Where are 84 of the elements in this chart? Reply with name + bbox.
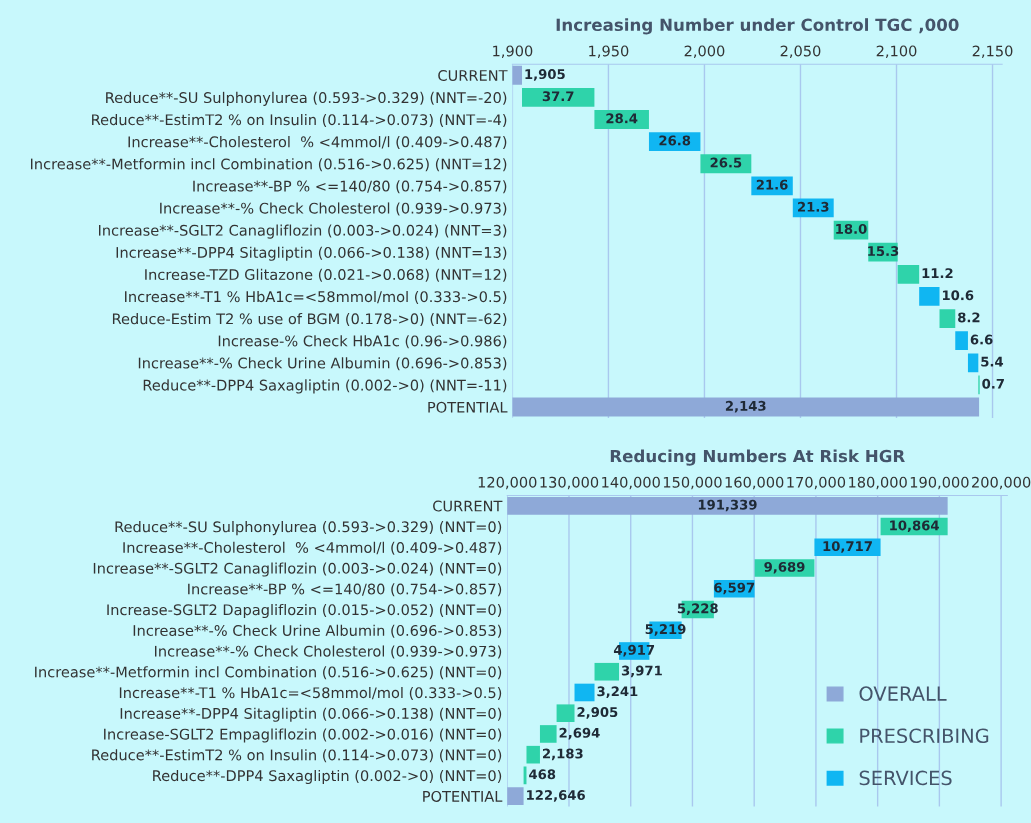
data-label: 6,597 xyxy=(714,582,755,595)
data-label: 21.3 xyxy=(798,201,829,212)
data-label: 26.5 xyxy=(710,157,742,168)
x-tick-label: 180,000 xyxy=(849,476,907,490)
data-label: 3,241 xyxy=(597,686,638,698)
y-tick-label: Reduce**-DPP4 Saxagliptin (0.002->0) (NNT=0) xyxy=(153,769,502,784)
y-tick-label: Increase**-% Check Cholesterol (0.939->0.973) xyxy=(154,645,502,659)
bar xyxy=(594,662,620,681)
y-tick-label: Reduce-Estim T2 % use of BGM (0.178->0) (NNT=-62) xyxy=(112,313,507,327)
data-label: 1,905 xyxy=(525,69,565,81)
data-label: 5.4 xyxy=(981,356,1004,367)
x-tick-label: 150,000 xyxy=(663,476,722,490)
x-tick-label: 2,050 xyxy=(780,45,821,58)
y-tick-label: Increase**-% Check Urine Albumin (0.696->0.853) xyxy=(138,357,507,371)
data-label: 10,864 xyxy=(890,520,939,533)
y-tick-label: Increase**-BP % <=140/80 (0.754->0.857) xyxy=(188,583,502,597)
x-tick-label: 190,000 xyxy=(910,476,969,490)
y-tick-label: Increase-SGLT2 Empagliflozin (0.002->0.016) (NNT=0) xyxy=(104,728,502,743)
y-tick-label: Increase**-SGLT2 Canagliflozin (0.003->0.024) (NNT=0) xyxy=(93,562,502,577)
y-tick-label: CURRENT xyxy=(438,69,508,81)
y-tick-label: Increase**-Metformin incl Combination (0.516->0.625) (NNT=12) xyxy=(30,158,507,172)
y-tick-label: Increase**-Cholesterol % <4mmol/l (0.409->0.487) xyxy=(123,541,502,555)
y-tick-label: Reduce**-SU Sulphonylurea (0.593->0.329) (NNT=0) xyxy=(115,521,502,536)
data-label: 10,717 xyxy=(823,541,872,553)
y-tick-label: Reduce**-EstimT2 % on Insulin (0.114->0.073) (NNT=-4) xyxy=(92,113,507,127)
data-label: 2,905 xyxy=(577,707,618,719)
y-tick-label: Increase-% Check HbA1c (0.96->0.986) xyxy=(218,335,507,349)
y-tick-label: Increase**-DPP4 Sitagliptin (0.066->0.138) (NNT=13) xyxy=(116,246,507,261)
bar xyxy=(574,683,595,702)
y-tick-label: CURRENT xyxy=(433,500,503,512)
data-label: 18.0 xyxy=(836,223,867,234)
x-tick-label: 2,000 xyxy=(684,45,725,58)
data-label: 2,183 xyxy=(543,748,583,761)
data-label: 2,143 xyxy=(725,400,766,413)
y-tick-label: Increase**-T1 % HbA1c=<58mmol/mol (0.333->0.5) xyxy=(125,290,507,304)
x-tick-label: 2,100 xyxy=(876,45,917,58)
data-label: 3,971 xyxy=(621,665,662,678)
y-tick-label: Increase**-% Check Cholesterol (0.939->0.973) xyxy=(160,202,507,216)
x-tick-label: 170,000 xyxy=(787,476,846,490)
y-tick-label: Increase**-Metformin incl Combination (0.516->0.625) (NNT=0) xyxy=(35,666,502,680)
data-label: 6.6 xyxy=(970,334,993,345)
legend-label: OVERALL xyxy=(859,686,947,701)
chart-title: Increasing Number under Control TGC ,000 xyxy=(556,18,959,35)
y-tick-label: POTENTIAL xyxy=(423,790,503,802)
data-label: 11.2 xyxy=(922,268,953,278)
data-label: 37.7 xyxy=(542,91,574,102)
data-label: 9,689 xyxy=(764,561,805,574)
y-tick-label: Increase**-DPP4 Sitagliptin (0.066->0.138) (NNT=0) xyxy=(120,707,502,722)
y-tick-label: Reduce**-SU Sulphonylurea (0.593->0.329) (NNT=-20) xyxy=(106,91,507,106)
data-label: 15.3 xyxy=(868,246,899,257)
y-tick-label: Increase**-T1 % HbA1c=<58mmol/mol (0.333->0.5) xyxy=(119,686,502,700)
data-label: 28.4 xyxy=(606,113,638,124)
y-tick-label: Reduce**-EstimT2 % on Insulin (0.114->0.073) (NNT=0) xyxy=(92,749,502,763)
x-tick-label: 130,000 xyxy=(540,476,599,490)
data-label: 191,339 xyxy=(698,499,757,512)
data-label: 8.2 xyxy=(958,312,980,323)
chart-title: Reducing Numbers At Risk HGR xyxy=(610,449,905,466)
y-tick-label: Increase**-BP % <=140/80 (0.754->0.857) xyxy=(193,180,507,194)
x-tick-label: 160,000 xyxy=(725,476,784,490)
bar xyxy=(539,725,557,743)
x-tick-label: 1,900 xyxy=(493,45,533,58)
data-label: 468 xyxy=(529,769,556,780)
data-label: 122,646 xyxy=(527,790,585,802)
data-label: 2,694 xyxy=(559,727,600,740)
x-tick-label: 200,000 xyxy=(972,476,1031,490)
y-tick-label: Increase-SGLT2 Dapagliflozin (0.015->0.052) (NNT=0) xyxy=(107,603,502,619)
data-label: 0.7 xyxy=(982,378,1004,389)
data-label: 21.6 xyxy=(756,179,788,190)
x-tick-label: 2,150 xyxy=(972,45,1013,58)
x-tick-label: 140,000 xyxy=(602,476,660,490)
data-label: 26.8 xyxy=(659,135,691,146)
y-tick-label: Increase**-Cholesterol % <4mmol/l (0.409->0.487) xyxy=(128,136,507,150)
y-tick-label: Increase**-% Check Urine Albumin (0.696->0.853) xyxy=(133,624,502,638)
data-label: 10.6 xyxy=(942,290,974,301)
y-tick-label: Increase-TZD Glitazone (0.021->0.068) (NNT=12) xyxy=(145,268,507,282)
legend-label: SERVICES xyxy=(859,770,952,786)
legend-label: PRESCRIBING xyxy=(860,728,989,744)
y-tick-label: POTENTIAL xyxy=(428,401,508,413)
bar xyxy=(556,704,575,723)
bar xyxy=(526,745,540,764)
x-tick-label: 1,950 xyxy=(589,45,629,58)
y-tick-label: Increase**-SGLT2 Canagliflozin (0.003->0.024) (NNT=3) xyxy=(98,224,507,239)
y-tick-label: Reduce**-DPP4 Saxagliptin (0.002->0) (NNT=-11) xyxy=(143,379,507,394)
x-tick-label: 120,000 xyxy=(478,476,537,490)
